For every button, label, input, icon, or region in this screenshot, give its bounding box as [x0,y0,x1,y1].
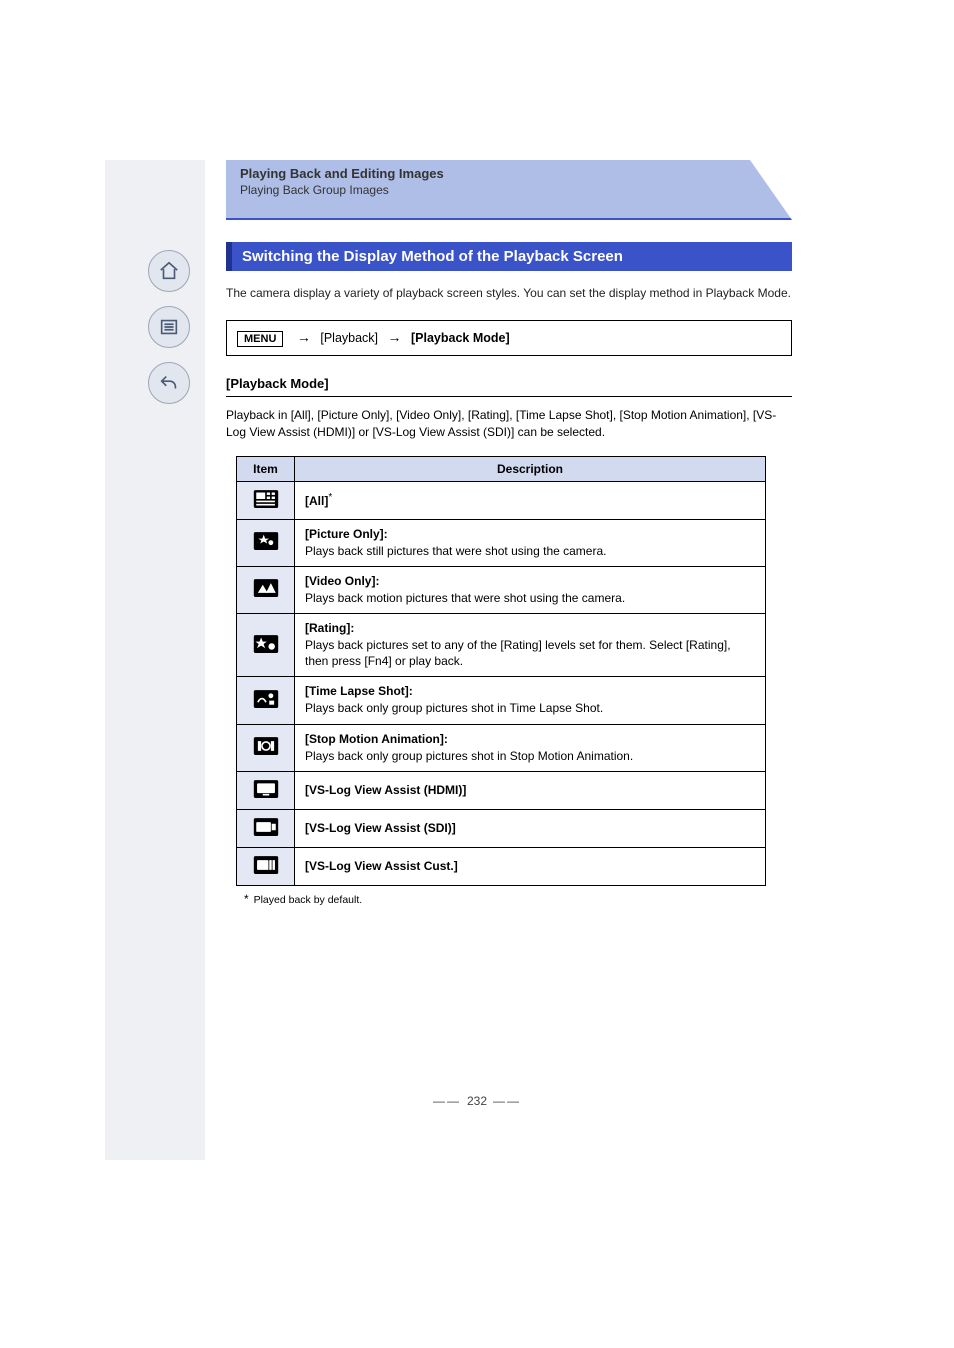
mode-label: [VS-Log View Assist (SDI)] [305,821,456,835]
footnote-text: Played back by default. [254,894,363,906]
mode-description: Plays back only group pictures shot in S… [305,748,755,764]
page: Playing Back and Editing Images Playing … [0,0,954,1348]
mode-label: [Picture Only]: [305,527,388,541]
mode-label: [Stop Motion Animation]: [305,732,448,746]
menu-path-level1: [Playback] [320,331,378,345]
footnote: * Played back by default. [244,892,792,906]
table-row: [Rating]: Plays back pictures set to any… [237,613,766,676]
table-row: [VS-Log View Assist Cust.] [237,847,766,885]
playback-mode-table: Item Description [All]*[Picture Only]: P… [236,456,766,886]
mode-label: [VS-Log View Assist (HDMI)] [305,783,466,797]
mode-desc-cell: [Rating]: Plays back pictures set to any… [295,613,766,676]
mode-icon-cell [237,519,295,566]
mode-label: [Video Only]: [305,574,379,588]
sub-heading: [Playback Mode] [226,376,792,397]
nav-home-button[interactable] [148,250,190,292]
page-number: ——232—— [0,1094,954,1108]
stopmotion-icon [253,745,279,759]
table-row: [VS-Log View Assist (HDMI)] [237,771,766,809]
nav-icon-stack [148,250,190,404]
mode-label: [Rating]: [305,621,354,635]
mode-icon-cell [237,566,295,613]
footnote-ref: * [328,492,332,503]
table-row: [VS-Log View Assist (SDI)] [237,809,766,847]
arrow-icon: → [388,329,402,345]
vlog-icon [253,864,279,878]
mode-desc-cell: [VS-Log View Assist (SDI)] [295,809,766,847]
video-icon [253,587,279,601]
mode-icon-cell [237,481,295,519]
mode-icon-cell [237,771,295,809]
menu-path-level2: [Playback Mode] [411,331,510,345]
mode-icon-cell [237,613,295,676]
page-number-value: 232 [467,1094,487,1108]
mode-desc-cell: [Video Only]: Plays back motion pictures… [295,566,766,613]
table-row: [Stop Motion Animation]: Plays back only… [237,724,766,771]
chapter-banner: Playing Back and Editing Images Playing … [226,160,792,220]
mode-desc-cell: [Picture Only]: Plays back still picture… [295,519,766,566]
table-row: [Video Only]: Plays back motion pictures… [237,566,766,613]
sdi-icon [253,826,279,840]
mode-desc-cell: [Time Lapse Shot]: Plays back only group… [295,677,766,724]
back-icon [158,372,180,394]
mode-label: [Time Lapse Shot]: [305,684,413,698]
section-heading: Switching the Display Method of the Play… [226,242,792,271]
intro-text: The camera display a variety of playback… [226,285,792,302]
mode-desc-cell: [All]* [295,481,766,519]
footnote-marker: * [244,892,249,906]
home-icon [158,260,180,282]
mode-icon-cell [237,724,295,771]
table-row: [Time Lapse Shot]: Plays back only group… [237,677,766,724]
table-row: [All]* [237,481,766,519]
table-header-icon: Item [237,456,295,481]
mode-description: Plays back motion pictures that were sho… [305,590,755,606]
nav-back-button[interactable] [148,362,190,404]
mode-desc-cell: [VS-Log View Assist Cust.] [295,847,766,885]
list-icon [158,316,180,338]
arrow-icon: → [297,329,311,345]
mode-label: [All] [305,494,328,508]
content-area: Playing Back and Editing Images Playing … [226,160,792,906]
hdmi-icon [253,788,279,802]
mode-desc-cell: [Stop Motion Animation]: Plays back only… [295,724,766,771]
all-icon [253,498,279,512]
mode-description: Plays back pictures set to any of the [R… [305,637,755,669]
banner-subtitle: Playing Back Group Images [240,183,778,197]
nav-toc-button[interactable] [148,306,190,348]
mode-description: Plays back still pictures that were shot… [305,543,755,559]
banner-corner-cut [750,160,792,220]
mode-icon-cell [237,809,295,847]
picture-icon [253,540,279,554]
table-row: [Picture Only]: Plays back still picture… [237,519,766,566]
rating-icon [253,643,279,657]
menu-path-box: MENU → [Playback] → [Playback Mode] [226,320,792,356]
mode-description: Plays back only group pictures shot in T… [305,700,755,716]
banner-title: Playing Back and Editing Images [240,166,778,181]
mode-desc-cell: [VS-Log View Assist (HDMI)] [295,771,766,809]
table-header-desc: Description [295,456,766,481]
mode-label: [VS-Log View Assist Cust.] [305,859,458,873]
sub-description: Playback in [All], [Picture Only], [Vide… [226,407,792,442]
menu-button-label: MENU [237,331,283,347]
timelapse-icon [253,698,279,712]
mode-icon-cell [237,677,295,724]
mode-icon-cell [237,847,295,885]
